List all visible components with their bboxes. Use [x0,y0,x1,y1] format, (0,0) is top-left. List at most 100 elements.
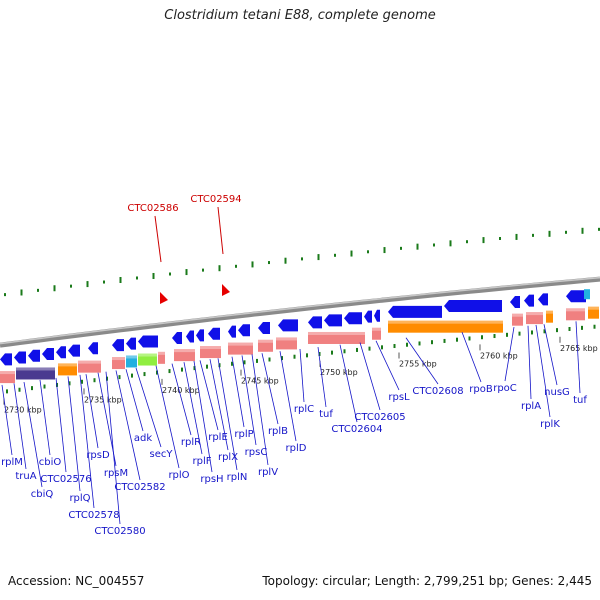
cds-tick [118,375,121,380]
cds-shine [546,310,553,314]
cds-tick [456,337,458,342]
gene-leader [193,360,213,473]
gene-label: cbiQ [31,489,54,500]
gene-arrow [510,295,520,308]
topology-text: Topology: circular; Length: 2,799,251 bp… [262,574,592,588]
gc-dot [482,237,485,244]
cds-shine [200,346,221,350]
cds-tick [6,389,8,394]
gc-dot [169,272,171,276]
gene-leader [115,370,141,481]
cds-shine [58,363,77,367]
gene-leader [39,379,51,456]
gene-label: rpoC [493,383,517,394]
gc-dot [218,265,221,272]
gene-leader [155,365,180,469]
cds-shine [276,337,297,341]
gene-label: rplK [540,419,560,430]
cds-tick [543,329,546,334]
gene-label: CTC02608 [412,386,463,397]
cds-tick [81,379,83,384]
cds-shine [258,339,273,343]
gc-dot [367,250,369,254]
gene-leader-lines [1,321,581,525]
gene-arrows-track [0,289,590,366]
gene-label: rplP [234,429,253,440]
cds-bar [174,349,195,362]
cds-tick [331,350,333,355]
cds-tick [181,367,183,372]
gene-leader [105,371,121,525]
cds-tick [581,325,583,330]
gene-leader [299,348,305,403]
gene-label: rplB [268,426,288,437]
cds-tick [468,336,471,341]
gene-leader [279,351,297,442]
cds-tick [43,384,46,389]
cds-tick [156,370,158,375]
gc-dot [202,268,204,272]
backbone-highlight [0,276,600,345]
cds-tick [518,331,521,336]
gene-arrow [88,342,98,355]
gene-arrow [112,339,124,352]
gene-label: rplF [193,456,212,467]
cds-tick [556,328,558,333]
gene-leader [199,360,219,431]
gene-label: rpsD [86,450,110,461]
gene-arrow [258,322,270,335]
cds-shine [112,357,125,361]
cds-bars-track [0,306,599,384]
gene-leader [375,340,400,391]
cds-tick [243,360,246,365]
gene-label: rpsM [104,468,128,479]
gene-label: CTC02604 [331,424,382,435]
gene-arrow [186,330,194,343]
cyan-marker [584,289,590,300]
cds-shine [308,331,365,335]
gene-arrow [208,327,220,340]
cds-tick [293,354,296,359]
gene-label: rpsC [245,447,268,458]
gc-dot [86,281,89,288]
gc-dot [598,227,600,231]
rna-marker [160,292,168,304]
scale-tick-label: 2755 kbp [399,359,437,368]
gc-dot [268,261,270,265]
cds-tick [256,358,258,363]
cds-bar [0,371,15,384]
cds-tick [493,334,496,339]
cds-bar [372,327,381,340]
cds-shine [158,351,165,355]
cds-bar [276,337,297,350]
cds-bar [112,357,125,370]
gene-label: CTC02576 [40,474,91,485]
gc-dot [350,250,353,257]
gc-dot [466,240,468,244]
gene-label: CTC02580 [94,526,145,537]
red-leader-lines [154,206,224,263]
gc-dot [136,276,138,280]
cds-bar [388,320,503,333]
cds-bar [16,367,55,380]
cds-shine [138,353,157,357]
cds-tick [143,372,146,377]
scale-tick-label: 2730 kbp [4,406,42,415]
gene-leader [1,384,13,456]
cds-bar [546,310,553,323]
gene-label: secY [150,449,174,460]
gene-arrow [444,300,502,313]
gene-label: rplC [294,404,314,415]
gene-leader [209,359,229,451]
gene-labels: rplM truA cbiQ cbiO CTC02576 rplQ CTC02578 rpsD… [1,383,587,537]
cds-shine [512,313,523,317]
gene-leader [55,377,67,473]
cds-tick [168,369,171,374]
red-leader [154,215,162,263]
gene-arrow [324,314,342,327]
gene-label: cbiO [39,457,62,468]
gene-arrow [278,319,298,332]
gene-arrow [524,294,534,307]
gene-arrow [388,305,442,318]
